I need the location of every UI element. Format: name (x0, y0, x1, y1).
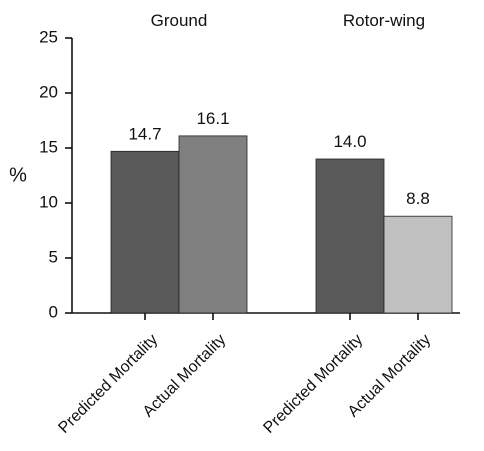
plot-area: 0 5 10 15 20 25 Ground 14.7 Predicted Mortality 1… (39, 11, 460, 437)
category-label: Predicted Mortality (260, 331, 366, 437)
y-tick-label: 15 (39, 137, 58, 156)
bar (315, 158, 385, 314)
y-axis-label: % (9, 164, 27, 186)
bar (110, 150, 180, 314)
y-tick-label: 10 (39, 192, 58, 211)
y-tick-label: 0 (49, 302, 58, 321)
category-label: Predicted Mortality (55, 331, 161, 437)
data-label: 8.8 (406, 189, 430, 208)
y-tick-label: 25 (39, 27, 58, 46)
data-label: 14.7 (128, 124, 161, 143)
bar (383, 215, 453, 314)
bar (178, 135, 248, 314)
y-tick-label: 5 (49, 247, 58, 266)
group-label: Rotor-wing (343, 11, 425, 30)
y-tick-label: 20 (39, 82, 58, 101)
group-label: Ground (151, 11, 208, 30)
data-label: 14.0 (333, 132, 366, 151)
data-label: 16.1 (196, 109, 229, 128)
